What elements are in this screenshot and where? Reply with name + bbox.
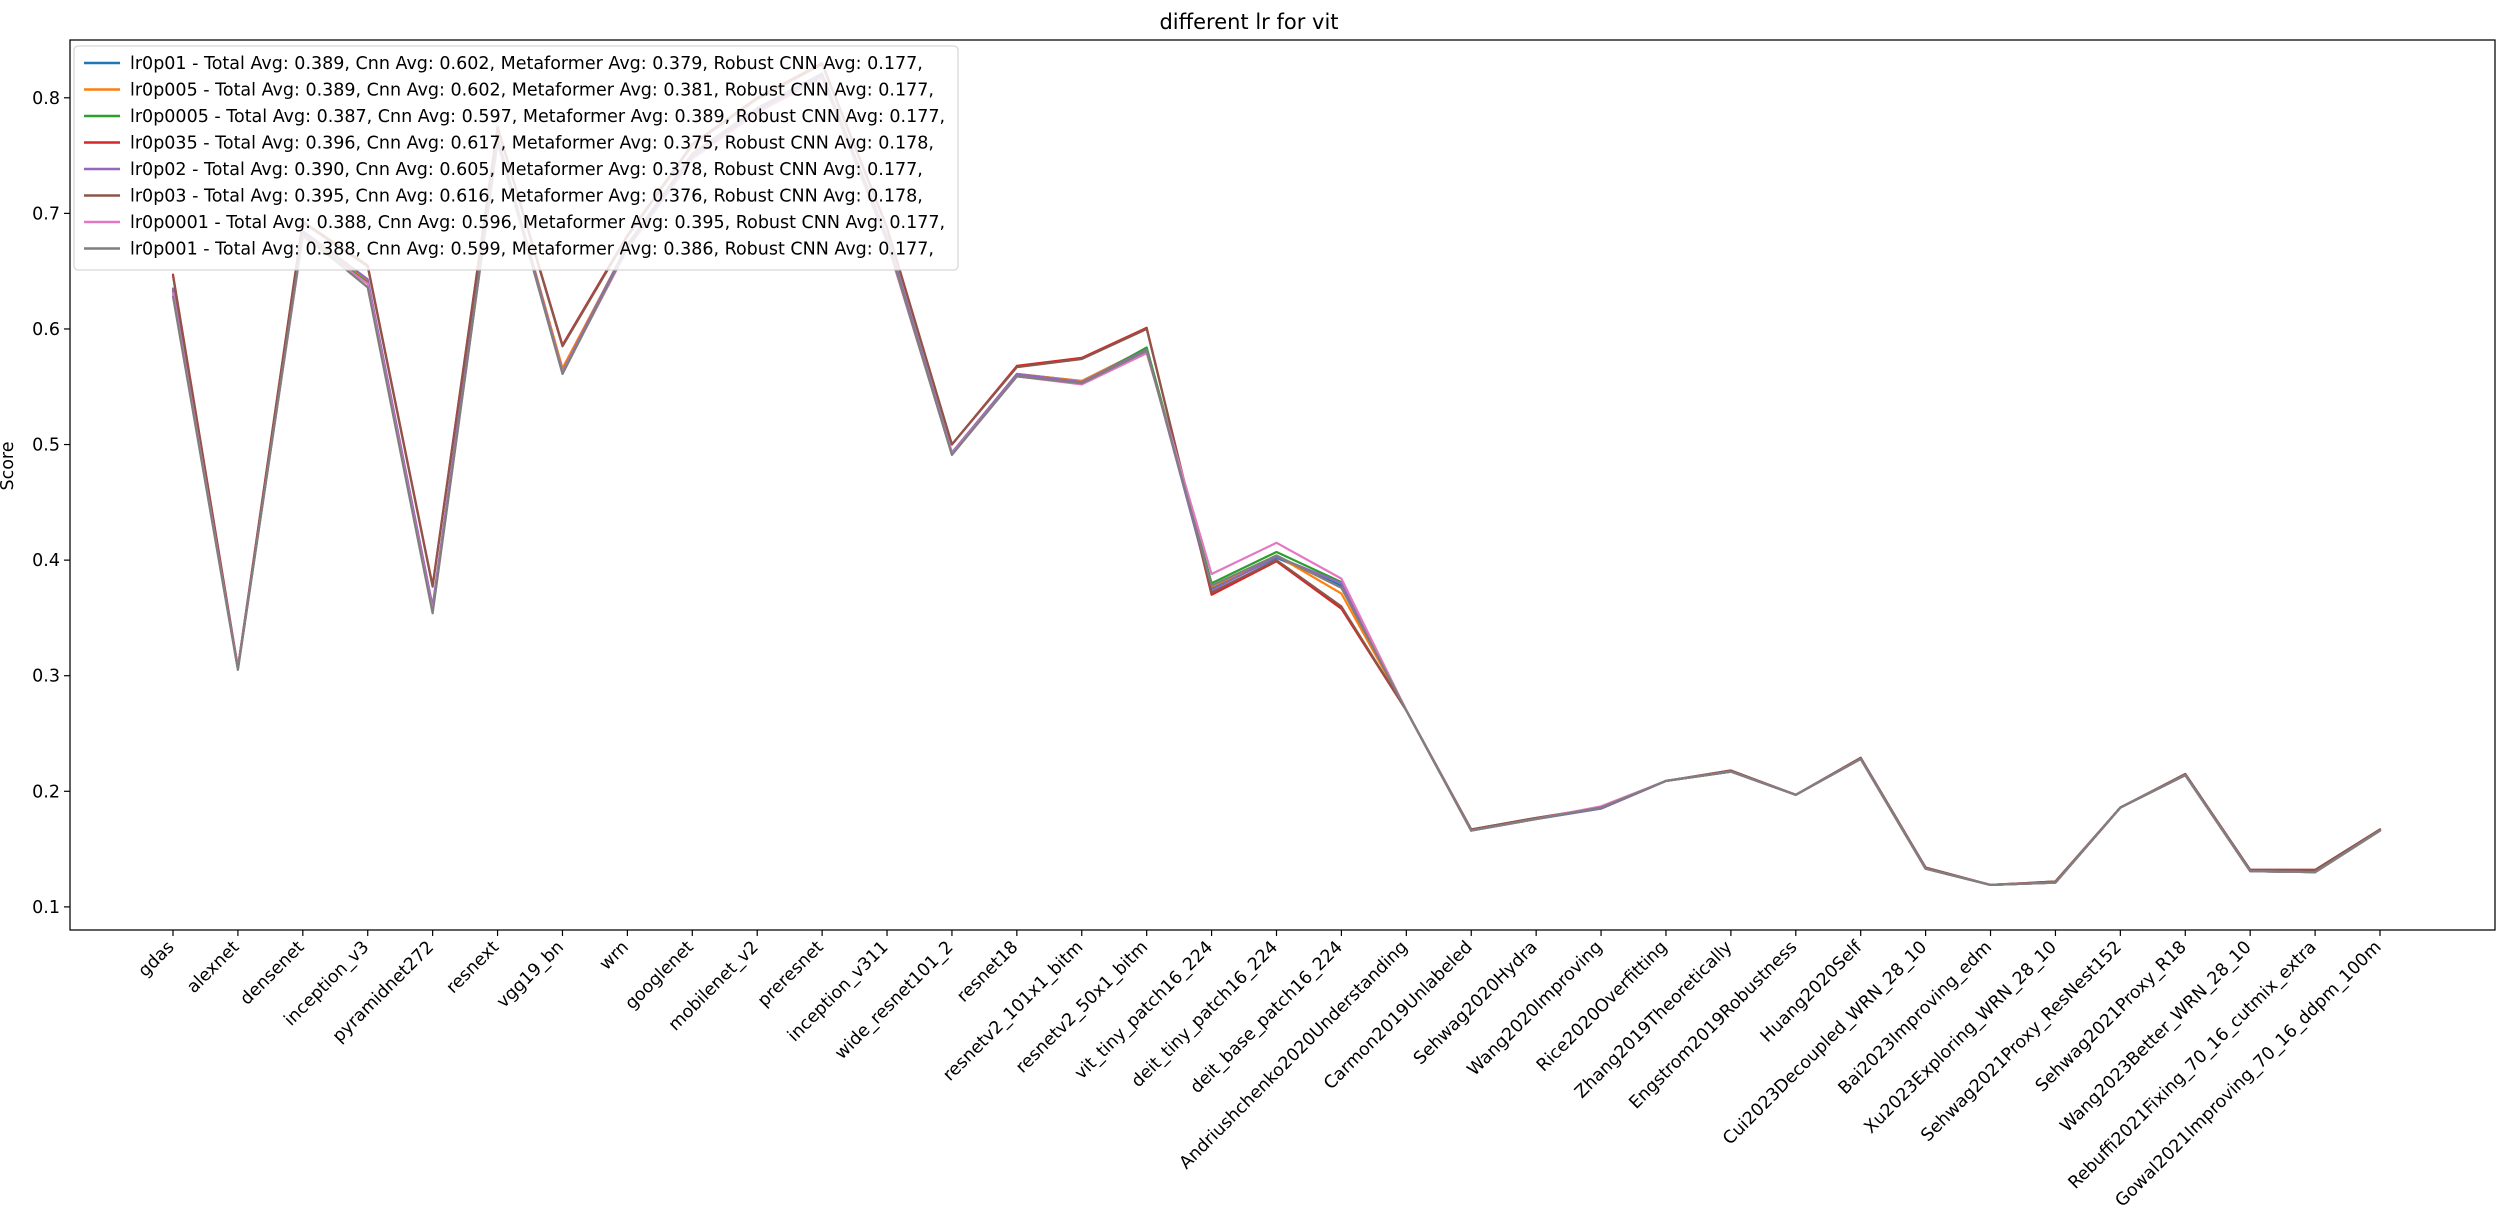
legend-entry: lr0p005 - Total Avg: 0.389, Cnn Avg: 0.6… [130, 81, 934, 101]
y-tick-label: 0.7 [32, 204, 60, 224]
legend-entry: lr0p0001 - Total Avg: 0.388, Cnn Avg: 0.… [130, 213, 945, 233]
y-axis: 0.1 0.2 0.3 0.4 0.5 0.6 0.7 0.8 [32, 89, 70, 918]
legend-entry: lr0p02 - Total Avg: 0.390, Cnn Avg: 0.60… [130, 160, 923, 180]
legend-box [73, 45, 959, 271]
plot-area-frame [69, 39, 2496, 931]
legend-entry: lr0p035 - Total Avg: 0.396, Cnn Avg: 0.6… [130, 134, 934, 154]
legend-entry: lr0p001 - Total Avg: 0.388, Cnn Avg: 0.5… [130, 240, 934, 260]
legend-entry: lr0p03 - Total Avg: 0.395, Cnn Avg: 0.61… [130, 187, 923, 207]
y-tick-label: 0.2 [32, 782, 60, 802]
legend-entry: lr0p0005 - Total Avg: 0.387, Cnn Avg: 0.… [130, 107, 945, 127]
y-tick-label: 0.6 [32, 320, 60, 340]
series-line-7 [171, 74, 2382, 887]
legend-entry: lr0p01 - Total Avg: 0.389, Cnn Avg: 0.60… [130, 54, 923, 74]
y-tick-label: 0.3 [32, 667, 60, 687]
chart-title: different lr for vit [1159, 10, 1338, 34]
legend: lr0p01 - Total Avg: 0.389, Cnn Avg: 0.60… [73, 45, 959, 271]
y-tick-label: 0.1 [32, 898, 60, 918]
y-axis-title: Score [0, 441, 18, 490]
series-lines [171, 61, 2382, 887]
y-tick-label: 0.5 [32, 436, 60, 456]
y-tick-label: 0.8 [32, 89, 60, 109]
y-tick-label: 0.4 [32, 551, 60, 571]
